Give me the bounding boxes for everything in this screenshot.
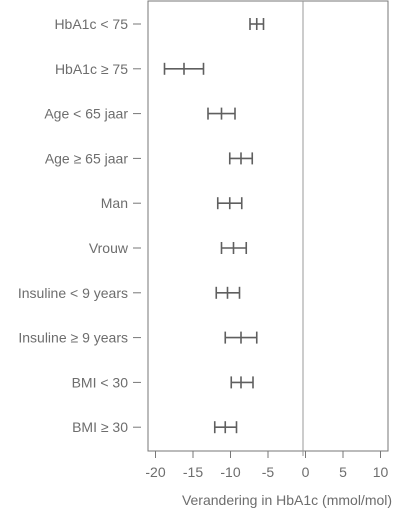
- category-label: BMI < 30: [72, 374, 129, 390]
- x-tick-label: 5: [339, 464, 347, 480]
- forest-row: Vrouw: [89, 240, 248, 256]
- x-tick-label: -15: [183, 464, 203, 480]
- forest-row: BMI ≥ 30: [72, 419, 238, 435]
- forest-row: Man: [101, 195, 243, 211]
- forest-row: Age < 65 jaar: [44, 106, 236, 122]
- x-axis-title: Verandering in HbA1c (mmol/mol): [182, 492, 392, 508]
- x-tick-label: -10: [220, 464, 240, 480]
- forest-row: Insuline ≥ 9 years: [18, 330, 258, 346]
- category-label: BMI ≥ 30: [72, 419, 128, 435]
- forest-row: Age ≥ 65 jaar: [45, 150, 254, 166]
- forest-row: HbA1c ≥ 75: [55, 61, 205, 77]
- x-tick-label: 0: [302, 464, 310, 480]
- x-tick-label: -5: [262, 464, 275, 480]
- x-tick-label: 10: [373, 464, 389, 480]
- forest-row: BMI < 30: [72, 374, 254, 390]
- forest-row: Insuline < 9 years: [18, 285, 241, 301]
- category-label: Age < 65 jaar: [44, 106, 128, 122]
- category-label: HbA1c ≥ 75: [55, 61, 128, 77]
- category-label: Insuline ≥ 9 years: [18, 330, 128, 346]
- forest-row: HbA1c < 75: [54, 16, 265, 32]
- category-label: Vrouw: [89, 240, 129, 256]
- category-label: Insuline < 9 years: [18, 285, 128, 301]
- category-label: Man: [101, 195, 128, 211]
- x-tick-label: -20: [145, 464, 165, 480]
- category-label: Age ≥ 65 jaar: [45, 150, 129, 166]
- x-axis: -20 -15 -10 -5 0 5 10: [145, 451, 388, 480]
- forest-rows: HbA1c < 75 HbA1c ≥ 75 Age < 65 jaar Age ≥ 6…: [18, 16, 265, 435]
- category-label: HbA1c < 75: [54, 16, 128, 32]
